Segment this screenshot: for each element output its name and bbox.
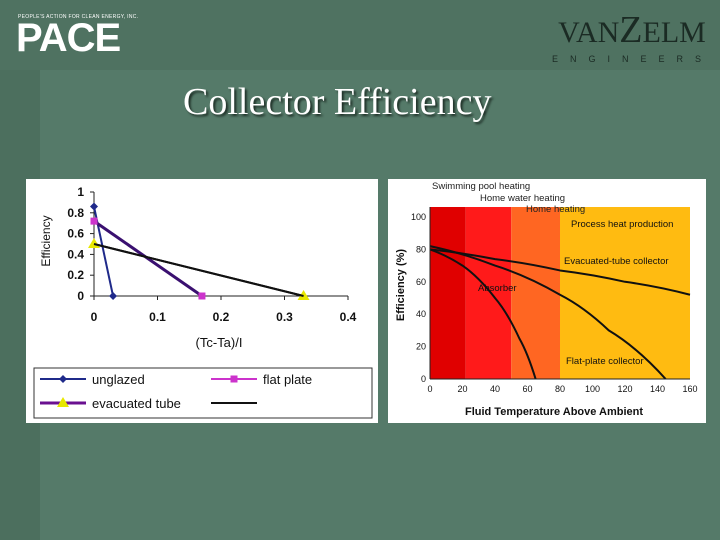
- curve-label: Flat-plate collector: [566, 356, 644, 367]
- x-tick-label: 0.1: [149, 310, 166, 324]
- y-tick-label: 0.4: [67, 247, 84, 261]
- series-line-trend: [93, 243, 304, 297]
- y-tick-label: 40: [416, 309, 426, 319]
- x-tick-label: 120: [617, 384, 632, 394]
- y-tick-label: 0.2: [67, 268, 84, 282]
- y-tick-label: 1: [77, 185, 84, 199]
- legend-box: [33, 367, 373, 419]
- vanzelm-logo-left: VAN: [558, 16, 620, 49]
- curve-evacuated-tube-collector: [429, 248, 691, 296]
- y-tick-label: 20: [416, 342, 426, 352]
- legend-label: unglazed: [92, 372, 145, 387]
- legend-diamond-marker: [59, 375, 67, 383]
- y-tick-label: 100: [411, 212, 426, 222]
- x-tick-label: 20: [457, 384, 467, 394]
- x-tick-label: 0: [427, 384, 432, 394]
- efficiency-line-chart: 0 0.2 0.4 0.6 0.8 1 0 0.1 0.2 0.3 0.4 Efficiency (…: [33, 185, 373, 419]
- temperature-band: [560, 207, 690, 379]
- pace-logo: PACE: [16, 16, 121, 60]
- diamond-marker: [109, 292, 118, 300]
- curve-label: Absorber: [478, 283, 517, 294]
- y-tick-label: 0: [421, 374, 426, 384]
- square-marker: [90, 217, 98, 225]
- vanzelm-logo: VANZELM ENGINEERS: [552, 8, 712, 66]
- x-tick-label: 0.3: [276, 310, 293, 324]
- x-tick-label: 80: [555, 384, 565, 394]
- square-marker: [198, 292, 206, 300]
- left-chart-panel: 0 0.2 0.4 0.6 0.8 1 0 0.1 0.2 0.3 0.4 Efficiency (…: [26, 179, 378, 423]
- legend-square-marker: [230, 375, 238, 383]
- y-tick-label: 80: [416, 244, 426, 254]
- curve-label: Evacuated-tube collector: [564, 256, 669, 267]
- x-tick-label: 100: [585, 384, 600, 394]
- temperature-efficiency-chart: 0 20 40 60 80 100 0 20 40 60 80 100 120 140 160 Swimmi…: [395, 181, 698, 418]
- left-y-axis-label: Efficiency: [39, 215, 53, 266]
- diamond-marker: [90, 202, 98, 211]
- vanzelm-logo-right: ELM: [642, 16, 706, 49]
- triangle-marker: [88, 238, 100, 248]
- x-tick-label: 160: [682, 384, 697, 394]
- band-label: Home heating: [526, 204, 585, 215]
- temperature-band: [430, 207, 466, 379]
- right-chart-panel: 0 20 40 60 80 100 0 20 40 60 80 100 120 140 160 Swimmi…: [388, 179, 706, 423]
- vanzelm-logo-z: Z: [619, 9, 643, 51]
- band-label: Home water heating: [480, 193, 565, 204]
- band-label: Swimming pool heating: [432, 181, 530, 192]
- x-tick-label: 60: [522, 384, 532, 394]
- vanzelm-subtitle: ENGINEERS: [552, 54, 714, 64]
- right-x-axis-label: Fluid Temperature Above Ambient: [465, 406, 643, 418]
- legend-label: evacuated tube: [92, 396, 181, 411]
- y-tick-label: 60: [416, 277, 426, 287]
- legend-label: flat plate: [263, 372, 312, 387]
- y-tick-label: 0: [77, 289, 84, 303]
- legend-triangle-marker: [57, 397, 69, 407]
- header-band: [0, 0, 720, 70]
- series-line-flat-plate: [93, 219, 203, 298]
- x-tick-label: 140: [650, 384, 665, 394]
- x-tick-label: 0.4: [340, 310, 357, 324]
- slide-title: Collector Efficiency: [183, 81, 492, 123]
- temperature-band: [465, 207, 512, 379]
- right-y-axis-label: Efficiency (%): [395, 249, 407, 321]
- x-tick-label: 0.2: [213, 310, 230, 324]
- curve-absorber: [429, 248, 537, 380]
- pace-tagline: PEOPLE'S ACTION FOR CLEAN ENERGY, INC.: [18, 14, 139, 20]
- temperature-band: [511, 207, 560, 379]
- x-tick-label: 40: [490, 384, 500, 394]
- x-tick-label: 0: [91, 310, 98, 324]
- y-tick-label: 0.8: [67, 206, 84, 220]
- y-tick-label: 0.6: [67, 227, 84, 241]
- left-x-axis-label: (Tc-Ta)/I: [196, 335, 243, 350]
- band-label: Process heat production: [571, 219, 673, 230]
- curve-flat-plate-collector: [429, 245, 667, 380]
